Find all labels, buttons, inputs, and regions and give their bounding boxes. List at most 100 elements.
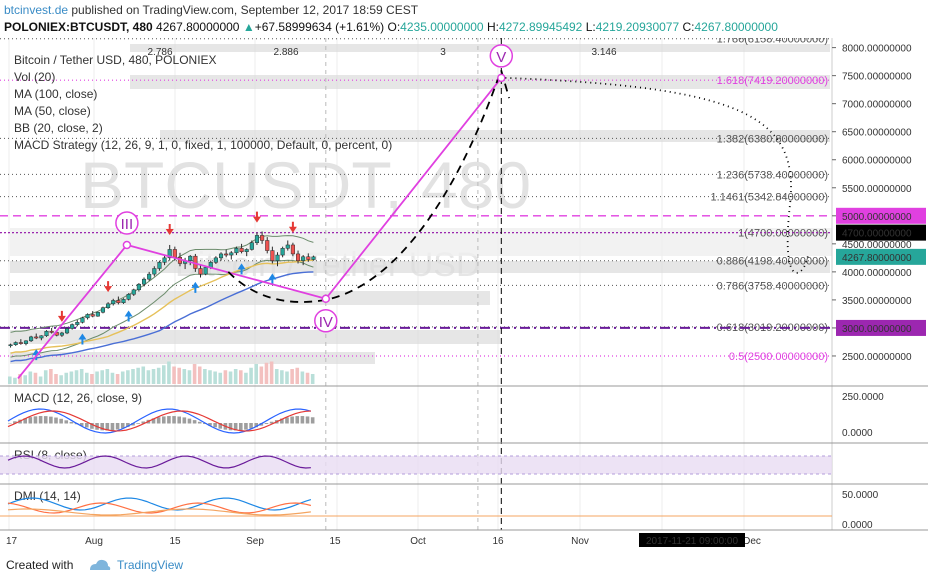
volume-bar [285, 371, 289, 384]
candle [49, 331, 54, 333]
projection-dashed-path[interactable] [227, 67, 510, 303]
volume-bar [146, 370, 151, 384]
price-tick-label: 8000.00000000 [842, 44, 912, 55]
volume-bar [290, 369, 294, 384]
time-tick-label: Dec [743, 536, 761, 547]
macd-hist-bar [85, 423, 89, 428]
macd-hist-bar [13, 421, 17, 424]
volume-bar [141, 366, 146, 384]
candle [44, 331, 49, 337]
candle [311, 256, 316, 260]
price-label-box[interactable] [836, 248, 926, 265]
macd-hist-bar [79, 423, 84, 426]
volume-bar [259, 366, 264, 384]
fib-label: 1.618(7419.20000000) [717, 75, 828, 87]
site-link[interactable]: btcinvest.de [4, 3, 69, 17]
price-label-box[interactable] [836, 319, 926, 336]
dmi-plus-line [7, 497, 312, 511]
candle [95, 311, 100, 317]
bollinger-lower-line [10, 259, 314, 358]
wave-lines[interactable]: III IV V [17, 44, 809, 379]
candle [162, 257, 167, 263]
date-label-box[interactable] [639, 533, 745, 547]
macd-hist-bar [23, 418, 27, 424]
price-label: 4700.00000000 [842, 229, 912, 240]
panel-tick-label: 250.0000 [842, 392, 884, 403]
fib-label: 0.786(3758.40000000) [717, 280, 828, 292]
macd-hist-bar [167, 416, 171, 424]
change: +67.58999634 (+1.61%) [254, 20, 385, 34]
elliott-wave-line[interactable] [17, 77, 503, 379]
macd-hist-bar [244, 423, 248, 430]
correction-dotted-path[interactable] [505, 76, 809, 274]
macd-line [7, 408, 312, 434]
publish-info: published on TradingView.com, September … [68, 3, 419, 17]
macd-hist-bar [254, 423, 258, 428]
candle [239, 248, 244, 252]
volume-bar [23, 375, 27, 384]
price-label-box[interactable] [836, 207, 926, 224]
volume-bar [172, 366, 176, 384]
macd-hist-bar [33, 416, 38, 424]
macd-hist-bar [126, 423, 130, 428]
candle [85, 314, 90, 319]
price-label: 5000.00000000 [842, 212, 912, 223]
macd-hist-bar [8, 423, 12, 424]
tradingview-link[interactable]: TradingView [117, 558, 184, 572]
indicator-panels: MACD (12, 26, close, 9) 250.00000.0000RSI… [0, 385, 928, 531]
volume-bar [244, 372, 248, 384]
candle [29, 336, 34, 342]
macd-hist-bar [156, 417, 161, 424]
macd-hist-bar [290, 416, 294, 424]
volume-bar [300, 371, 305, 384]
price-label-box[interactable] [836, 224, 926, 241]
volume-bar [43, 370, 48, 384]
candle [136, 283, 141, 291]
fib-label: 0.5(2500.00000000) [729, 351, 828, 363]
volume-bar [213, 371, 217, 384]
candle [13, 342, 18, 346]
volume-bar [131, 369, 135, 384]
macd-hist-bar [182, 417, 187, 424]
volume-bar [187, 370, 192, 384]
chart-area[interactable]: BTCUSDT, 480 Bitcoin / Tether USD 2.7862… [0, 38, 928, 548]
candle [126, 294, 131, 300]
candle [188, 255, 193, 261]
candle [249, 242, 254, 250]
price-tick-label: 6000.00000000 [842, 156, 912, 167]
legend-ma50: MA (50, close) [14, 104, 91, 118]
volume-bar [59, 375, 63, 384]
candle [244, 249, 249, 252]
volume-bars [8, 361, 315, 384]
time-tick-label: 16 [492, 536, 504, 547]
candle [280, 248, 285, 256]
price-tick-label: 3500.00000000 [842, 296, 912, 307]
panel-tick-label: 0.0000 [842, 520, 873, 531]
created-with: Created with [6, 558, 74, 572]
time-tick-label: 15 [329, 536, 341, 547]
volume-bar [218, 372, 223, 384]
candle [295, 253, 301, 261]
rsi-band [0, 456, 832, 474]
candle [80, 317, 85, 323]
macd-hist-bar [64, 420, 69, 424]
price-tick-label: 7000.00000000 [842, 100, 912, 111]
wave-point [122, 240, 132, 250]
panel-tick-label: 0.0000 [842, 428, 873, 439]
volume-bar [177, 367, 181, 384]
signal-line [7, 410, 311, 432]
volume-bar [64, 372, 69, 384]
time-tick-label: Oct [410, 536, 426, 547]
candle [229, 252, 234, 256]
macd-hist-bar [233, 423, 238, 431]
candle [218, 253, 224, 259]
candle [234, 248, 239, 254]
volume-bar [305, 372, 310, 384]
macd-hist-bar [54, 417, 58, 424]
macd-hist-bar [105, 423, 110, 431]
macd-hist-bar [187, 418, 192, 424]
fib-label: 1.1461(5342.84000000) [711, 192, 828, 204]
volume-bar [110, 372, 115, 384]
price-axis[interactable]: 8000.00000000 7500.00000000 7000.00000000 6… [831, 38, 926, 530]
time-axis[interactable]: 17Aug15Sep15Oct16Nov16Dec2017-11-21 09:0… [0, 529, 928, 547]
